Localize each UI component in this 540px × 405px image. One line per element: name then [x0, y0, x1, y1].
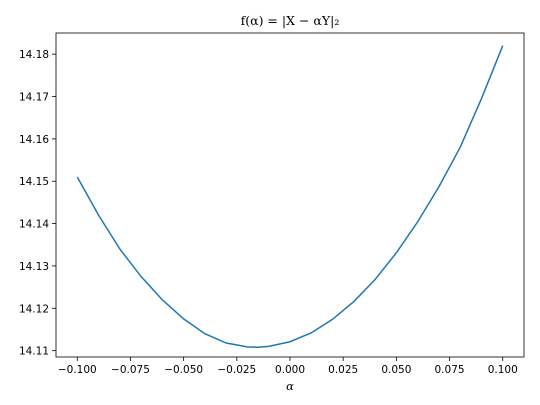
- y-tick-label: 14.13: [19, 261, 49, 273]
- x-tick-label: 0.100: [488, 364, 518, 376]
- x-tick-label: 0.000: [275, 364, 305, 376]
- x-tick-label: −0.100: [58, 364, 97, 376]
- series-line: [76, 45, 504, 349]
- x-axis-label: α: [286, 379, 294, 393]
- x-tick-label: 0.075: [435, 364, 465, 376]
- y-tick-label: 14.12: [19, 303, 49, 315]
- y-axis: 14.11 14.12 14.13 14.14 14.15 14.16 14.17 14.18: [19, 49, 56, 358]
- x-tick-label: −0.025: [217, 364, 256, 376]
- x-axis: −0.100 −0.075 −0.050 −0.025 0.000 0.025 0.050 0…: [58, 357, 518, 376]
- y-tick-label: 14.16: [19, 134, 49, 146]
- y-tick-label: 14.11: [19, 346, 49, 358]
- y-tick-label: 14.15: [19, 176, 49, 188]
- x-tick-label: 0.025: [328, 364, 358, 376]
- x-tick-label: 0.050: [381, 364, 411, 376]
- x-tick-label: −0.075: [111, 364, 150, 376]
- plot-area: [55, 32, 525, 358]
- chart-title: f(α) = |X − αY|₂: [241, 13, 340, 28]
- x-tick-label: −0.050: [164, 364, 203, 376]
- y-tick-label: 14.18: [19, 49, 49, 61]
- y-tick-label: 14.14: [19, 219, 49, 231]
- y-tick-label: 14.17: [19, 92, 49, 104]
